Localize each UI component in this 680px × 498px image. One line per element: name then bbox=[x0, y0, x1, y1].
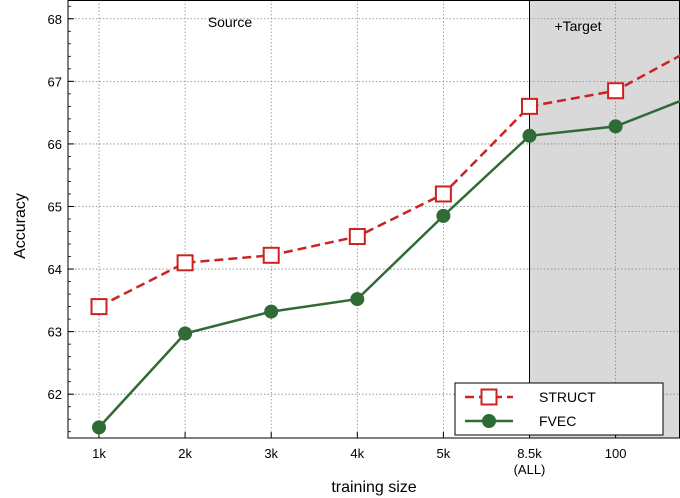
data-point-struct bbox=[607, 82, 625, 100]
y-axis: 62 63 64 65 66 67 68 bbox=[48, 5, 74, 433]
series-struct bbox=[90, 54, 680, 316]
legend-marker-struct bbox=[480, 388, 498, 406]
y-tick-label: 62 bbox=[48, 387, 62, 402]
data-point-fvec bbox=[350, 292, 365, 307]
x-axis-title: training size bbox=[331, 479, 416, 496]
x-tick-label: 5k bbox=[437, 446, 451, 461]
y-tick-label: 65 bbox=[48, 199, 62, 214]
x-tick-sublabel: (ALL) bbox=[514, 462, 546, 477]
data-point-struct bbox=[348, 228, 366, 246]
data-point-struct bbox=[521, 97, 538, 115]
data-point-fvec bbox=[522, 128, 537, 143]
legend-label-fvec: FVEC bbox=[539, 413, 576, 429]
data-point-struct bbox=[90, 298, 108, 316]
x-tick-label: 8.5k bbox=[517, 446, 542, 461]
data-point-fvec bbox=[178, 326, 193, 341]
target-region-shading bbox=[529, 0, 680, 438]
y-tick-label: 64 bbox=[48, 262, 62, 277]
x-tick-label: 100 bbox=[605, 446, 627, 461]
data-point-fvec bbox=[92, 420, 106, 435]
y-tick-label: 68 bbox=[48, 12, 62, 27]
data-point-struct bbox=[176, 254, 194, 272]
data-point-fvec bbox=[436, 208, 451, 223]
data-point-fvec bbox=[264, 304, 279, 319]
y-tick-label: 67 bbox=[48, 74, 62, 89]
y-axis-title: Accuracy bbox=[12, 193, 29, 259]
data-point-fvec bbox=[608, 119, 623, 134]
series-layer bbox=[90, 54, 680, 435]
legend-marker-fvec bbox=[482, 414, 496, 428]
x-tick-label: 4k bbox=[350, 446, 364, 461]
x-tick-label: 1k bbox=[92, 446, 106, 461]
x-tick-label: 3k bbox=[264, 446, 278, 461]
y-tick-label: 66 bbox=[48, 137, 62, 152]
data-point-struct bbox=[434, 185, 452, 203]
series-fvec bbox=[92, 99, 680, 435]
legend-label-struct: STRUCT bbox=[539, 389, 596, 405]
x-tick-label: 2k bbox=[178, 446, 192, 461]
data-point-struct bbox=[262, 246, 280, 264]
region-label-target: +Target bbox=[554, 18, 601, 34]
y-tick-label: 63 bbox=[48, 325, 62, 340]
region-label-source: Source bbox=[208, 14, 253, 30]
legend: STRUCT FVEC bbox=[454, 382, 664, 436]
